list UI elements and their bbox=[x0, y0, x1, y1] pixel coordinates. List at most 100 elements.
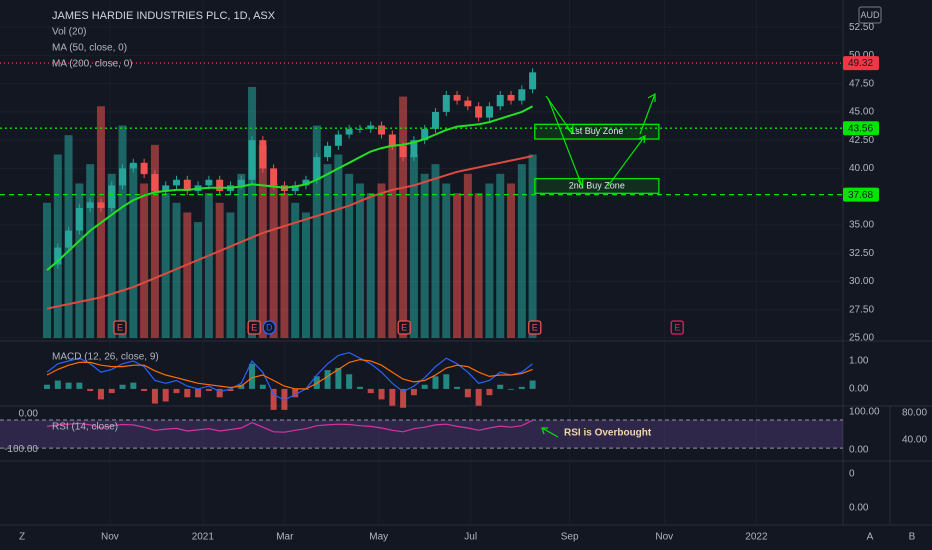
candle-body bbox=[54, 247, 62, 265]
volume-bar bbox=[280, 193, 289, 338]
macd-histogram bbox=[162, 388, 169, 402]
macd-histogram bbox=[173, 388, 180, 394]
volume-bar bbox=[517, 164, 526, 338]
candle-body bbox=[291, 185, 299, 192]
rsi-line bbox=[46, 419, 533, 433]
volume-bar bbox=[129, 164, 138, 338]
macd-histogram bbox=[518, 386, 525, 389]
arrow bbox=[541, 427, 559, 438]
indicator-label: RSI (14, close) bbox=[52, 422, 118, 433]
volume-bar bbox=[150, 144, 159, 338]
macd-histogram bbox=[54, 380, 61, 389]
y-tick-label: 45.00 bbox=[849, 107, 874, 118]
macd-histogram bbox=[421, 384, 428, 389]
macd-histogram bbox=[259, 384, 266, 389]
x-tick-label: Nov bbox=[655, 532, 673, 543]
indicator-label: Vol (20) bbox=[52, 27, 86, 38]
event-marker-label: E bbox=[251, 322, 257, 332]
volume-bar bbox=[345, 173, 354, 338]
volume-bar bbox=[118, 125, 127, 339]
candle-body bbox=[485, 106, 493, 118]
macd-histogram bbox=[108, 388, 115, 394]
macd-histogram bbox=[335, 367, 342, 389]
x-tick-label: Nov bbox=[101, 532, 119, 543]
macd-histogram bbox=[410, 388, 417, 396]
candle-body bbox=[334, 134, 342, 146]
macd-histogram bbox=[367, 388, 374, 394]
signal-line bbox=[46, 358, 533, 390]
volume-bar bbox=[237, 173, 246, 338]
buy-zone bbox=[534, 177, 660, 194]
macd-histogram bbox=[249, 363, 256, 389]
candle-body bbox=[216, 179, 224, 192]
macd-histogram bbox=[400, 388, 407, 408]
y-tick-label: 1.00 bbox=[849, 356, 869, 367]
candle-body bbox=[313, 157, 321, 180]
volume-bar bbox=[323, 164, 332, 338]
volume-bar bbox=[496, 173, 505, 338]
macd-histogram bbox=[529, 380, 536, 389]
candle-body bbox=[302, 179, 310, 186]
macd-histogram bbox=[378, 388, 385, 400]
volume-bar bbox=[485, 183, 494, 338]
macd-histogram bbox=[44, 384, 50, 389]
candle-body bbox=[356, 128, 364, 130]
macd-histogram bbox=[97, 388, 104, 400]
volume-bar bbox=[226, 212, 235, 338]
volume-bar bbox=[420, 173, 429, 338]
y-tick-label: 40.00 bbox=[902, 435, 927, 446]
event-marker-label: E bbox=[674, 322, 680, 332]
toolbar-label: A bbox=[867, 532, 874, 543]
candle-body bbox=[442, 94, 450, 112]
candle-body bbox=[507, 94, 515, 101]
arrow bbox=[637, 135, 646, 144]
candle-body bbox=[518, 89, 526, 101]
macd-histogram bbox=[497, 384, 504, 389]
arrow bbox=[647, 92, 656, 102]
volume-bar bbox=[312, 125, 321, 339]
volume-bar bbox=[75, 183, 84, 338]
y-tick-label: 80.00 bbox=[902, 408, 927, 419]
macd-histogram bbox=[227, 388, 234, 392]
candle-body bbox=[378, 125, 386, 135]
macd-histogram bbox=[486, 388, 493, 396]
annotation: RSI is Overbought bbox=[564, 428, 652, 439]
event-marker-label: E bbox=[401, 322, 407, 332]
volume-bar bbox=[248, 86, 257, 339]
x-tick-label: 2022 bbox=[745, 532, 768, 543]
arrow bbox=[607, 135, 646, 187]
candle-body bbox=[119, 168, 127, 186]
candle-body bbox=[324, 145, 332, 158]
macd-histogram bbox=[205, 388, 212, 392]
volume-bar bbox=[399, 96, 408, 338]
volume-bar bbox=[442, 183, 451, 338]
volume-bar bbox=[431, 164, 440, 338]
currency-label: AUD bbox=[860, 10, 880, 20]
x-tick-label: 2021 bbox=[192, 532, 215, 543]
y-tick-label: 0.00 bbox=[19, 409, 39, 420]
volume-bar bbox=[334, 154, 343, 338]
buy-zone-label: 1st Buy Zone bbox=[570, 126, 623, 136]
macd-histogram bbox=[65, 382, 72, 389]
macd-histogram bbox=[130, 382, 137, 389]
x-tick-label: Sep bbox=[561, 532, 579, 543]
candle-body bbox=[529, 72, 537, 90]
candle-body bbox=[97, 202, 105, 208]
volume-bar bbox=[474, 193, 483, 338]
y-tick-label: 30.00 bbox=[849, 276, 874, 287]
volume-bar bbox=[301, 212, 310, 338]
x-tick-label: Mar bbox=[276, 532, 294, 543]
y-tick-label: 100.00 bbox=[849, 407, 880, 418]
y-tick-label: 52.50 bbox=[849, 22, 874, 33]
toolbar-label: B bbox=[909, 532, 916, 543]
candle-body bbox=[259, 140, 267, 169]
volume-bar bbox=[366, 193, 375, 338]
event-marker bbox=[113, 320, 127, 335]
candle-body bbox=[388, 134, 396, 146]
y-tick-label: 50.00 bbox=[849, 50, 874, 61]
event-marker-label: E bbox=[532, 322, 538, 332]
candle-body bbox=[75, 208, 83, 231]
candle-body bbox=[410, 140, 418, 158]
y-tick-label: 0.00 bbox=[849, 503, 869, 514]
